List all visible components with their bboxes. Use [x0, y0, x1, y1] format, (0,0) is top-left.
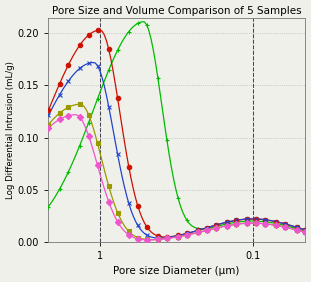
- Y-axis label: Log Differential Intrusion (mL/g): Log Differential Intrusion (mL/g): [6, 61, 15, 199]
- Title: Pore Size and Volume Comparison of 5 Samples: Pore Size and Volume Comparison of 5 Sam…: [52, 6, 301, 16]
- X-axis label: Pore size Diameter (μm): Pore size Diameter (μm): [114, 266, 240, 276]
